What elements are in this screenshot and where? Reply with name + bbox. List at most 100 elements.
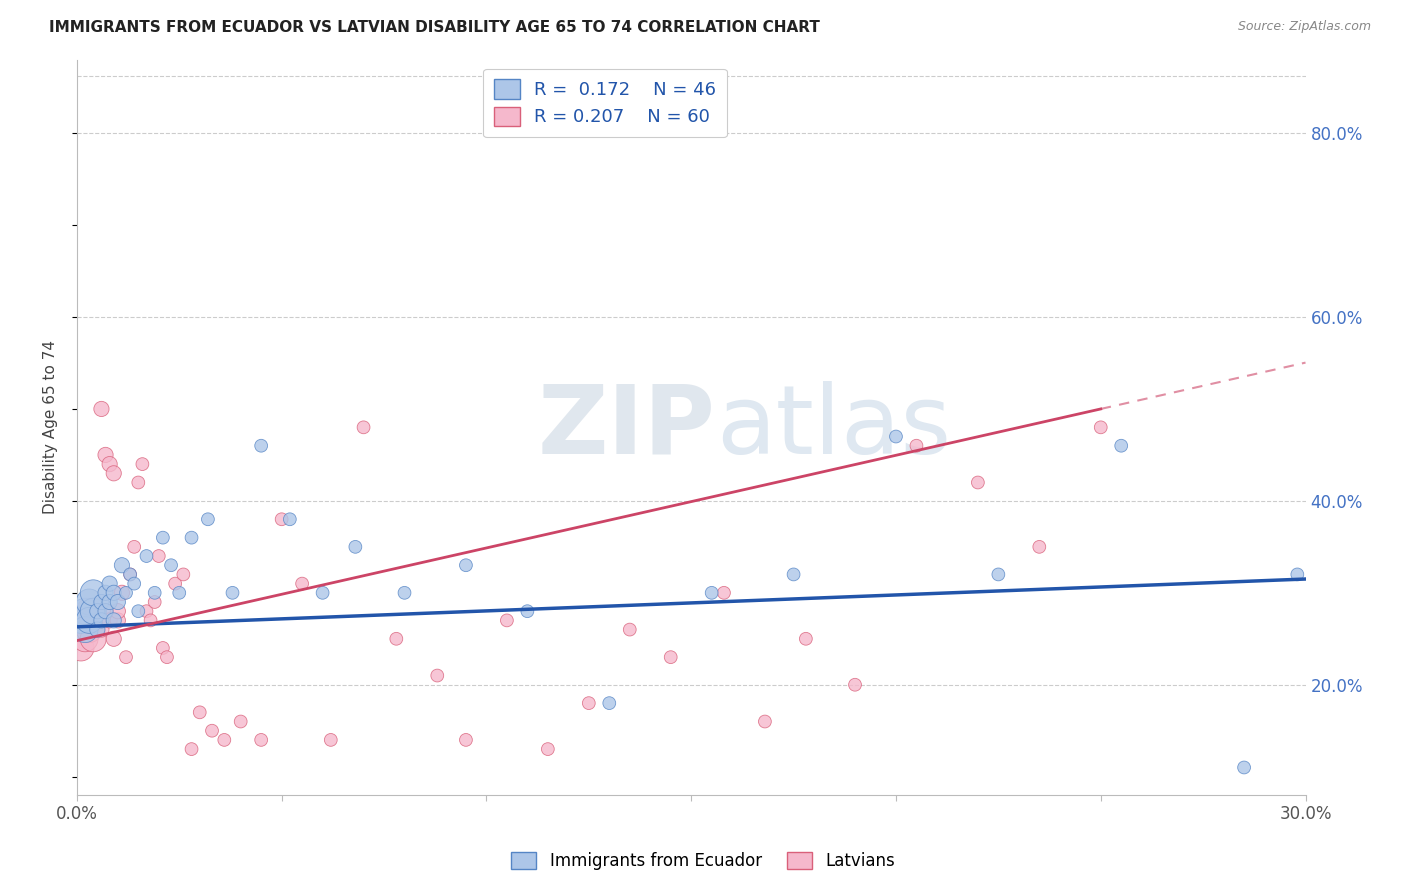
- Point: [77, 623, 100, 637]
- Point: [77, 604, 100, 618]
- Point: [122, 540, 145, 554]
- Text: ZIP: ZIP: [538, 381, 716, 474]
- Point: [426, 668, 449, 682]
- Point: [98, 576, 121, 591]
- Point: [70, 623, 93, 637]
- Point: [103, 586, 125, 600]
- Point: [156, 650, 179, 665]
- Point: [86, 623, 108, 637]
- Point: [90, 595, 112, 609]
- Point: [537, 742, 560, 756]
- Point: [73, 632, 96, 646]
- Point: [127, 604, 149, 618]
- Point: [619, 623, 641, 637]
- Point: [86, 604, 108, 618]
- Point: [70, 640, 93, 655]
- Point: [794, 632, 817, 646]
- Point: [139, 614, 162, 628]
- Point: [135, 604, 157, 618]
- Point: [578, 696, 600, 710]
- Point: [94, 604, 117, 618]
- Point: [70, 614, 93, 628]
- Point: [270, 512, 292, 526]
- Point: [90, 401, 112, 416]
- Point: [107, 614, 129, 628]
- Point: [107, 595, 129, 609]
- Point: [98, 614, 121, 628]
- Point: [188, 706, 211, 720]
- Point: [1090, 420, 1112, 434]
- Point: [90, 614, 112, 628]
- Point: [82, 604, 104, 618]
- Point: [713, 586, 735, 600]
- Point: [1286, 567, 1309, 582]
- Point: [319, 732, 342, 747]
- Point: [120, 567, 142, 582]
- Point: [152, 640, 174, 655]
- Point: [148, 549, 170, 563]
- Point: [98, 457, 121, 471]
- Point: [214, 732, 236, 747]
- Point: [94, 604, 117, 618]
- Point: [967, 475, 990, 490]
- Point: [77, 595, 100, 609]
- Point: [127, 475, 149, 490]
- Point: [94, 586, 117, 600]
- Point: [221, 586, 243, 600]
- Point: [152, 531, 174, 545]
- Point: [143, 595, 166, 609]
- Point: [385, 632, 408, 646]
- Point: [103, 632, 125, 646]
- Point: [90, 623, 112, 637]
- Point: [98, 595, 121, 609]
- Point: [165, 576, 187, 591]
- Point: [77, 614, 100, 628]
- Point: [905, 439, 928, 453]
- Point: [394, 586, 416, 600]
- Point: [201, 723, 224, 738]
- Y-axis label: Disability Age 65 to 74: Disability Age 65 to 74: [44, 341, 58, 515]
- Point: [111, 586, 134, 600]
- Point: [172, 567, 194, 582]
- Point: [103, 614, 125, 628]
- Legend: Immigrants from Ecuador, Latvians: Immigrants from Ecuador, Latvians: [505, 845, 901, 877]
- Point: [167, 586, 190, 600]
- Point: [659, 650, 682, 665]
- Point: [73, 604, 96, 618]
- Point: [353, 420, 375, 434]
- Point: [754, 714, 776, 729]
- Point: [197, 512, 219, 526]
- Point: [103, 467, 125, 481]
- Point: [86, 604, 108, 618]
- Point: [884, 429, 907, 443]
- Point: [180, 742, 202, 756]
- Point: [700, 586, 723, 600]
- Point: [131, 457, 153, 471]
- Point: [111, 558, 134, 573]
- Legend: R =  0.172    N = 46, R = 0.207    N = 60: R = 0.172 N = 46, R = 0.207 N = 60: [484, 69, 727, 137]
- Point: [1233, 760, 1256, 774]
- Point: [311, 586, 333, 600]
- Point: [782, 567, 804, 582]
- Text: atlas: atlas: [716, 381, 950, 474]
- Point: [516, 604, 538, 618]
- Point: [120, 567, 142, 582]
- Point: [82, 614, 104, 628]
- Point: [844, 678, 866, 692]
- Point: [73, 614, 96, 628]
- Point: [82, 586, 104, 600]
- Point: [250, 439, 273, 453]
- Point: [135, 549, 157, 563]
- Point: [115, 650, 138, 665]
- Point: [344, 540, 367, 554]
- Point: [229, 714, 252, 729]
- Point: [1028, 540, 1050, 554]
- Point: [496, 614, 519, 628]
- Point: [454, 558, 477, 573]
- Point: [180, 531, 202, 545]
- Point: [86, 623, 108, 637]
- Text: IMMIGRANTS FROM ECUADOR VS LATVIAN DISABILITY AGE 65 TO 74 CORRELATION CHART: IMMIGRANTS FROM ECUADOR VS LATVIAN DISAB…: [49, 20, 820, 35]
- Point: [250, 732, 273, 747]
- Point: [122, 576, 145, 591]
- Point: [160, 558, 183, 573]
